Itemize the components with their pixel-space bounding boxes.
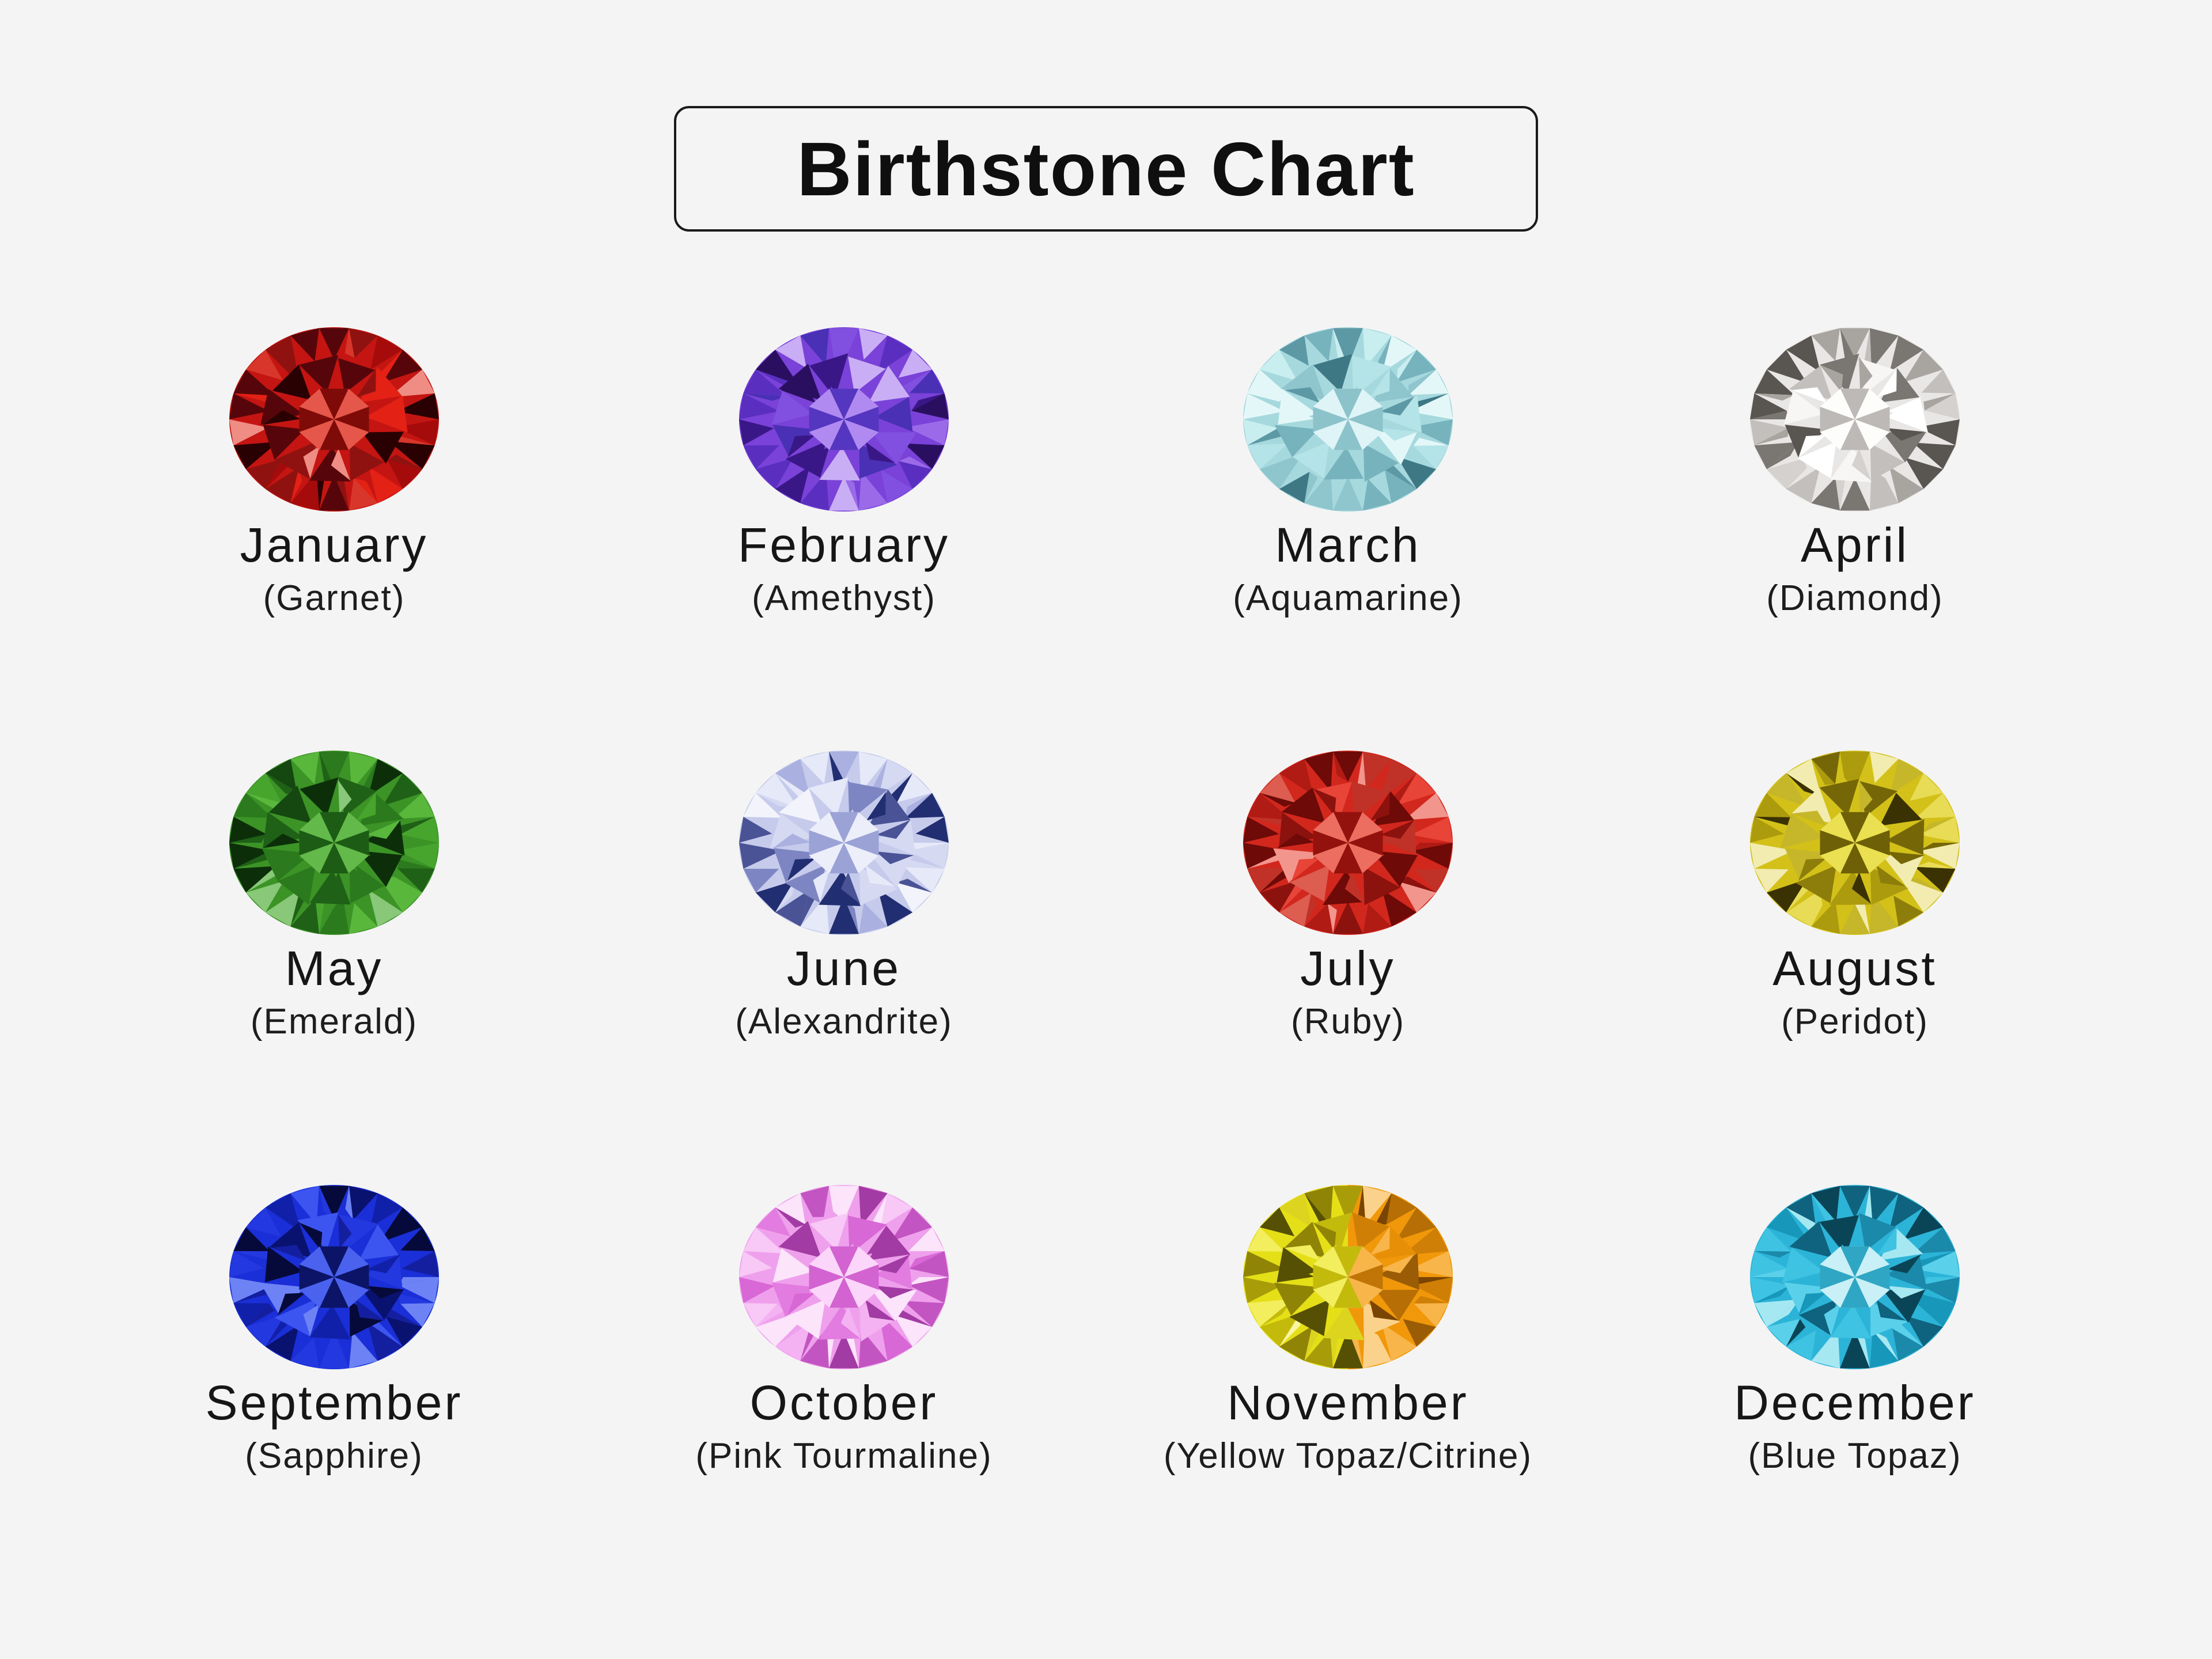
month-cell-january: January (Garnet) [81, 327, 588, 619]
may-gemstone-icon [229, 751, 439, 935]
stone-label: (Sapphire) [245, 1436, 423, 1476]
month-label: July [1300, 941, 1396, 995]
month-cell-may: May (Emerald) [81, 751, 588, 1042]
month-label: December [1734, 1376, 1976, 1430]
stone-label: (Emerald) [250, 1002, 418, 1041]
month-cell-april: April (Diamond) [1601, 327, 2108, 619]
month-cell-september: September (Sapphire) [81, 1185, 588, 1476]
month-cell-july: July (Ruby) [1094, 751, 1601, 1042]
september-gemstone-icon [229, 1185, 439, 1369]
stone-label: (Blue Topaz) [1748, 1436, 1962, 1476]
month-label: February [737, 518, 950, 572]
month-label: October [749, 1376, 938, 1430]
month-cell-august: August (Peridot) [1601, 751, 2108, 1042]
page-title: Birthstone Chart [797, 126, 1415, 211]
stone-label: (Alexandrite) [735, 1002, 953, 1041]
march-gemstone-icon [1243, 327, 1453, 512]
february-gemstone-icon [739, 327, 949, 512]
stone-label: (Aquamarine) [1233, 578, 1463, 618]
month-label: November [1227, 1376, 1469, 1430]
stone-label: (Diamond) [1766, 578, 1944, 618]
stone-label: (Peridot) [1781, 1002, 1929, 1041]
month-cell-october: October (Pink Tourmaline) [590, 1185, 1097, 1476]
month-label: April [1800, 518, 1910, 572]
october-gemstone-icon [739, 1185, 949, 1369]
month-label: May [285, 941, 384, 995]
month-label: September [205, 1376, 463, 1430]
month-label: August [1772, 941, 1937, 995]
month-label: June [786, 941, 902, 995]
august-gemstone-icon [1750, 751, 1960, 935]
month-cell-november: November (Yellow Topaz/Citrine) [1094, 1185, 1601, 1476]
month-label: January [240, 518, 429, 572]
november-gemstone-icon [1243, 1185, 1453, 1369]
month-cell-march: March (Aquamarine) [1094, 327, 1601, 619]
month-cell-december: December (Blue Topaz) [1601, 1185, 2108, 1476]
stone-label: (Ruby) [1290, 1002, 1406, 1041]
january-gemstone-icon [229, 327, 439, 512]
month-cell-february: February (Amethyst) [590, 327, 1097, 619]
stone-label: (Pink Tourmaline) [695, 1436, 993, 1476]
june-gemstone-icon [739, 751, 949, 935]
stone-label: (Amethyst) [752, 578, 936, 618]
april-gemstone-icon [1750, 327, 1960, 512]
stone-label: (Garnet) [263, 578, 406, 618]
stone-label: (Yellow Topaz/Citrine) [1163, 1436, 1533, 1476]
july-gemstone-icon [1243, 751, 1453, 935]
december-gemstone-icon [1750, 1185, 1960, 1369]
title-box: Birthstone Chart [674, 106, 1538, 232]
month-label: March [1275, 518, 1421, 572]
month-cell-june: June (Alexandrite) [590, 751, 1097, 1042]
